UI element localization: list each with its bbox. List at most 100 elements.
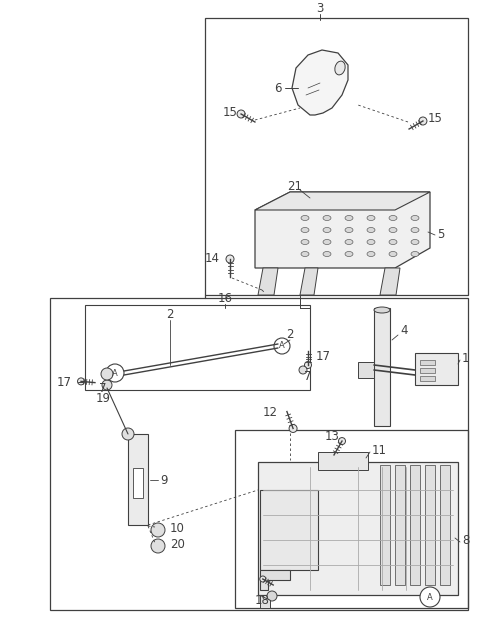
Text: A: A [279,342,285,350]
Polygon shape [255,192,430,210]
Text: 2: 2 [286,327,294,340]
Circle shape [237,110,245,118]
Ellipse shape [345,216,353,221]
Circle shape [102,380,112,390]
Circle shape [267,591,277,601]
Circle shape [274,338,290,354]
Ellipse shape [411,252,419,257]
Polygon shape [380,268,400,295]
Text: 7: 7 [304,370,312,383]
Text: 20: 20 [170,539,185,552]
Text: 16: 16 [217,291,232,304]
Polygon shape [258,268,278,295]
Ellipse shape [323,252,331,257]
Polygon shape [128,434,148,525]
Ellipse shape [335,61,345,75]
Ellipse shape [389,239,397,244]
Ellipse shape [367,239,375,244]
Bar [318,452,368,470]
Text: 15: 15 [223,105,238,118]
Ellipse shape [301,239,309,244]
Ellipse shape [367,252,375,257]
Circle shape [102,369,112,379]
Circle shape [151,523,165,537]
Circle shape [106,364,124,382]
Circle shape [78,378,84,385]
Ellipse shape [345,252,353,257]
Ellipse shape [367,228,375,232]
Ellipse shape [389,228,397,232]
Text: 19: 19 [96,391,110,404]
Bar [374,308,390,426]
Text: 21: 21 [288,180,302,192]
Circle shape [299,366,307,374]
Bar [425,465,435,585]
Bar [410,465,420,585]
Bar [395,465,405,585]
Text: A: A [112,368,118,378]
Ellipse shape [389,252,397,257]
Circle shape [226,255,234,263]
Polygon shape [300,268,318,295]
Ellipse shape [367,216,375,221]
Ellipse shape [301,252,309,257]
Ellipse shape [301,216,309,221]
Text: 5: 5 [437,229,444,242]
Circle shape [304,361,312,368]
Text: A: A [427,593,433,601]
Bar [205,18,468,295]
Polygon shape [255,192,430,268]
Bar [358,362,374,378]
Text: 10: 10 [170,521,185,534]
Ellipse shape [323,228,331,232]
Ellipse shape [345,239,353,244]
Polygon shape [260,595,270,608]
Circle shape [289,425,297,433]
Text: 13: 13 [324,430,339,443]
Text: 12: 12 [263,407,278,420]
Circle shape [420,587,440,607]
Polygon shape [292,50,348,115]
Bar [85,305,310,390]
Ellipse shape [389,216,397,221]
Text: 4: 4 [400,324,408,337]
Bar [440,465,450,585]
Bar [133,468,143,498]
Circle shape [151,539,165,553]
Text: 7: 7 [99,381,107,394]
Bar [420,360,435,365]
Ellipse shape [323,216,331,221]
Ellipse shape [411,216,419,221]
Text: 18: 18 [254,593,269,606]
Text: 6: 6 [274,81,282,94]
Text: 14: 14 [205,252,220,265]
Bar [50,298,468,610]
Text: 15: 15 [428,112,443,125]
Bar [258,462,458,595]
Ellipse shape [411,239,419,244]
Polygon shape [260,570,290,590]
Circle shape [338,438,346,445]
Bar [235,430,468,608]
Text: 8: 8 [462,533,469,546]
Ellipse shape [374,307,390,313]
Circle shape [101,368,113,380]
Text: 17: 17 [57,376,72,389]
Text: 2: 2 [166,309,174,322]
Bar [380,465,390,585]
Text: 9: 9 [160,474,168,487]
Text: 17: 17 [316,350,331,363]
Bar [420,368,435,373]
Ellipse shape [323,239,331,244]
Text: 3: 3 [316,1,324,14]
Circle shape [122,428,134,440]
Bar [420,376,435,381]
Text: 11: 11 [372,443,387,456]
Ellipse shape [345,228,353,232]
Ellipse shape [301,228,309,232]
Text: 1: 1 [462,352,469,365]
Circle shape [419,117,427,125]
Ellipse shape [411,228,419,232]
Bar [415,353,458,385]
Bar [260,490,318,570]
